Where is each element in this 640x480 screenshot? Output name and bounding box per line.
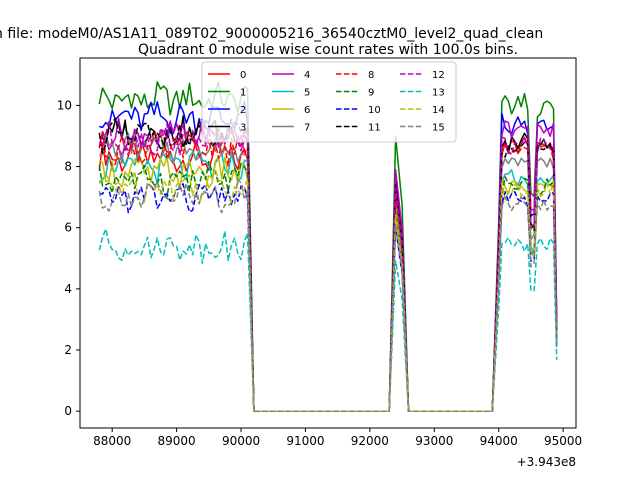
series-line-15 <box>98 178 558 412</box>
legend-label-6: 6 <box>304 105 310 116</box>
legend-label-3: 3 <box>240 123 246 134</box>
y-tick-label: 6 <box>64 221 72 235</box>
x-tick-label: 94000 <box>480 434 518 448</box>
y-tick-label: 4 <box>64 282 72 296</box>
y-axis: 0 2 4 6 8 10 <box>57 98 80 418</box>
x-tick-label: 93000 <box>415 434 453 448</box>
legend-label-15: 15 <box>432 123 445 134</box>
series-line-0 <box>98 136 558 412</box>
y-tick-label: 10 <box>57 98 72 112</box>
y-tick-label: 0 <box>64 404 72 418</box>
legend-label-1: 1 <box>240 88 246 99</box>
series-line-10 <box>99 183 558 412</box>
y-tick-label: 2 <box>64 343 72 357</box>
legend-label-14: 14 <box>432 105 445 116</box>
legend-label-2: 2 <box>240 105 246 116</box>
series-line-7 <box>99 129 558 412</box>
series-line-14 <box>99 168 558 412</box>
series-line-8 <box>98 129 558 412</box>
series-line-13 <box>98 228 558 412</box>
legend-label-8: 8 <box>368 70 374 81</box>
series-line-11 <box>98 117 558 412</box>
legend-label-10: 10 <box>368 105 381 116</box>
figure-suptitle: n file: modeM0/AS1A11_089T02_9000005216_… <box>0 26 543 42</box>
legend-label-13: 13 <box>432 88 445 99</box>
legend-label-12: 12 <box>432 70 445 81</box>
x-tick-label: 91000 <box>286 434 324 448</box>
plot-frame <box>79 57 577 429</box>
legend-box <box>201 61 457 143</box>
legend-label-0: 0 <box>240 70 246 81</box>
series-line-9 <box>98 160 558 412</box>
chart-title: Quadrant 0 module wise count rates with … <box>138 42 518 58</box>
x-tick-label: 88000 <box>93 434 131 448</box>
x-tick-label: 92000 <box>351 434 389 448</box>
legend-label-9: 9 <box>368 88 374 99</box>
x-tick-label: 95000 <box>544 434 582 448</box>
x-tick-label: 89000 <box>158 434 196 448</box>
x-tick-label: 90000 <box>222 434 260 448</box>
legend-label-7: 7 <box>304 123 310 134</box>
legend-label-5: 5 <box>304 88 310 99</box>
x-offset-label: +3.943e8 <box>517 455 576 469</box>
x-axis: 88000 89000 90000 91000 92000 93000 94000 95000 <box>93 428 582 448</box>
legend-label-11: 11 <box>368 123 381 134</box>
legend-label-4: 4 <box>304 70 310 81</box>
y-tick-label: 8 <box>64 160 72 174</box>
